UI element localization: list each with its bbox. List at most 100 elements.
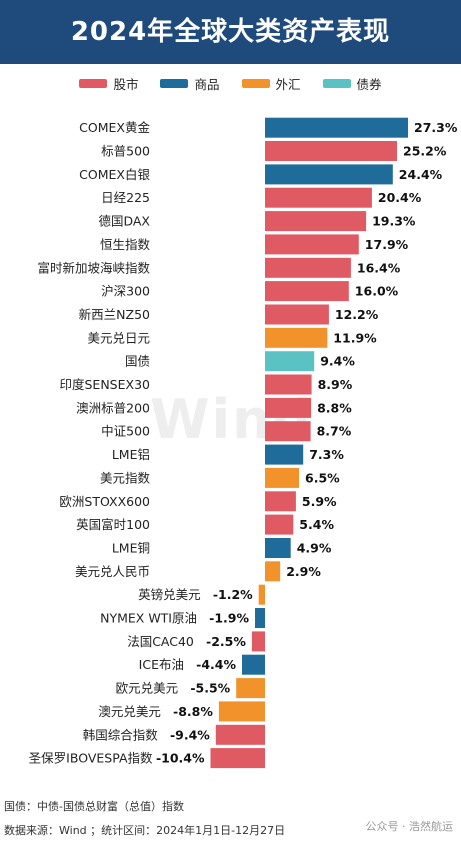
bar xyxy=(251,631,265,652)
bar xyxy=(255,608,265,628)
bar xyxy=(265,164,393,185)
category-label: 英镑兑美元 xyxy=(138,587,201,602)
value-label: 5.4% xyxy=(299,517,334,532)
title-banner xyxy=(0,0,461,64)
bar xyxy=(265,538,291,558)
value-label: 27.3% xyxy=(414,120,458,135)
bar xyxy=(265,467,299,488)
bar xyxy=(265,187,372,208)
bar xyxy=(265,211,367,232)
category-label: 标普500 xyxy=(101,144,150,159)
value-label: 20.4% xyxy=(378,190,422,205)
value-label: 4.9% xyxy=(297,541,332,556)
category-label: 圣保罗IBOVESPA指数 xyxy=(29,751,153,766)
category-label: 欧元兑美元 xyxy=(116,681,179,696)
bar xyxy=(265,327,328,348)
bar xyxy=(265,257,351,278)
category-label: 美元兑人民币 xyxy=(75,564,150,579)
value-label: 7.3% xyxy=(309,447,344,462)
value-label: -1.9% xyxy=(209,611,249,626)
legend-swatch xyxy=(322,78,351,88)
bar xyxy=(242,654,265,675)
value-label: 2.9% xyxy=(286,564,321,579)
value-label: 11.9% xyxy=(333,330,377,345)
bar xyxy=(215,724,265,745)
category-label: 中证500 xyxy=(101,424,150,439)
chart-title: 2024年全球大类资产表现 xyxy=(70,17,391,47)
value-label: 8.8% xyxy=(317,400,352,415)
category-label: 澳元兑美元 xyxy=(98,704,161,719)
legend-swatch xyxy=(160,78,189,88)
bar xyxy=(258,584,265,605)
value-label: 16.4% xyxy=(357,260,401,275)
category-label: 沪深300 xyxy=(101,284,150,299)
bar xyxy=(265,141,397,161)
footer-note: 国债：中债-国债总财富（总值）指数 xyxy=(4,800,184,813)
category-label: COMEX白银 xyxy=(79,167,150,182)
legend-swatch xyxy=(241,78,270,88)
category-label: 欧洲STOXX600 xyxy=(59,494,150,509)
value-label: 5.9% xyxy=(302,494,337,509)
legend: 股市 商品 外汇 债券 xyxy=(0,72,461,94)
bar xyxy=(210,748,265,769)
category-label: 日经225 xyxy=(101,190,150,205)
category-label: COMEX黄金 xyxy=(79,120,150,135)
category-label: 富时新加坡海峡指数 xyxy=(37,260,150,275)
bar xyxy=(265,561,281,582)
value-label: 8.7% xyxy=(317,424,352,439)
category-label: NYMEX WTI原油 xyxy=(100,611,197,626)
legend-item: 股市 xyxy=(79,74,138,93)
category-label: 韩国综合指数 xyxy=(83,727,159,742)
value-label: -1.2% xyxy=(213,587,253,602)
category-label: 澳洲标普200 xyxy=(76,400,150,415)
category-label: 恒生指数 xyxy=(100,237,151,252)
value-label: 9.4% xyxy=(320,354,355,369)
value-label: -2.5% xyxy=(206,634,246,649)
bar xyxy=(265,117,408,138)
bar xyxy=(265,234,359,255)
value-label: 8.9% xyxy=(318,377,353,392)
legend-item: 商品 xyxy=(160,74,220,93)
category-label: 英国富时100 xyxy=(76,517,150,532)
legend-label: 商品 xyxy=(194,76,220,92)
bar xyxy=(218,701,265,722)
legend-label: 股市 xyxy=(113,76,139,92)
category-label: 德国DAX xyxy=(98,214,150,229)
legend-label: 外汇 xyxy=(275,76,301,92)
value-label: 25.2% xyxy=(403,144,447,159)
value-label: -10.4% xyxy=(156,751,205,766)
category-label: 美元指数 xyxy=(100,470,151,485)
value-label: 16.0% xyxy=(355,284,399,299)
category-label: 国债 xyxy=(125,354,150,369)
value-label: -9.4% xyxy=(170,727,210,742)
category-label: LME铜 xyxy=(112,541,150,556)
value-label: 12.2% xyxy=(335,307,379,322)
legend-swatch xyxy=(79,78,108,88)
category-label: ICE布油 xyxy=(139,657,184,672)
value-label: -5.5% xyxy=(190,681,230,696)
value-label: 24.4% xyxy=(399,167,443,182)
bar-chart: COMEX黄金 27.3% 标普500 25.2% COMEX白银 24.4% 日经225 2… xyxy=(29,117,458,769)
category-label: 法国CAC40 xyxy=(127,634,194,649)
bar xyxy=(265,397,312,418)
bar xyxy=(265,491,296,512)
category-label: 新西兰NZ50 xyxy=(79,307,150,322)
legend-label: 债券 xyxy=(356,76,382,92)
bar xyxy=(265,444,304,465)
legend-item: 外汇 xyxy=(241,74,301,93)
value-label: -4.4% xyxy=(196,657,236,672)
bar xyxy=(265,374,312,395)
bar xyxy=(236,678,265,699)
bar xyxy=(265,421,311,442)
bar xyxy=(265,351,315,372)
footer-source: 数据来源：Wind ；统计区间：2024年1月1日-12月27日 xyxy=(4,824,286,837)
value-label: 19.3% xyxy=(372,214,416,229)
category-label: 美元兑日元 xyxy=(87,330,150,345)
value-label: 6.5% xyxy=(305,470,340,485)
legend-item: 债券 xyxy=(322,74,382,93)
category-label: LME铝 xyxy=(112,447,150,462)
bar xyxy=(265,514,294,535)
bar xyxy=(265,304,329,325)
value-label: -8.8% xyxy=(173,704,213,719)
category-label: 印度SENSEX30 xyxy=(60,377,151,392)
